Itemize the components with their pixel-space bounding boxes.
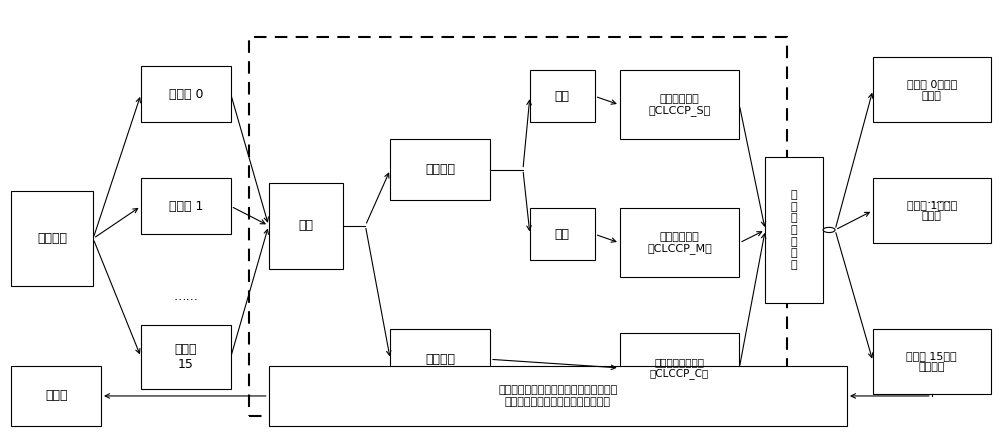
FancyBboxPatch shape xyxy=(873,178,991,243)
Circle shape xyxy=(823,227,835,233)
Text: 图像块 1: 图像块 1 xyxy=(169,200,203,213)
FancyBboxPatch shape xyxy=(390,329,490,389)
FancyBboxPatch shape xyxy=(141,66,231,122)
FancyBboxPatch shape xyxy=(530,208,595,260)
Text: 图像块 0的直方
图特征: 图像块 0的直方 图特征 xyxy=(907,79,957,101)
FancyBboxPatch shape xyxy=(873,329,991,394)
Text: 插值: 插值 xyxy=(299,219,314,232)
Text: 进行幅度编码
（CLCCP_M）: 进行幅度编码 （CLCCP_M） xyxy=(647,232,712,254)
Text: 中心像素: 中心像素 xyxy=(425,353,455,366)
FancyBboxPatch shape xyxy=(620,70,739,139)
Text: 进行符号编码
（CLCCP_S）: 进行符号编码 （CLCCP_S） xyxy=(648,94,711,116)
Text: 分类器: 分类器 xyxy=(45,389,67,402)
Text: 幅度: 幅度 xyxy=(555,228,570,241)
Text: ……: …… xyxy=(173,290,198,303)
FancyBboxPatch shape xyxy=(530,70,595,122)
Text: 原始图像: 原始图像 xyxy=(37,232,67,245)
FancyBboxPatch shape xyxy=(11,191,93,286)
Text: ……: …… xyxy=(926,193,951,206)
Text: 图像块 0: 图像块 0 xyxy=(169,88,203,101)
FancyBboxPatch shape xyxy=(141,325,231,389)
Text: 进行中心像素编码
（CLCCP_C）: 进行中心像素编码 （CLCCP_C） xyxy=(650,357,709,379)
FancyBboxPatch shape xyxy=(269,366,847,426)
Text: 局部差分: 局部差分 xyxy=(425,163,455,176)
Text: 图像块 1的直方
图特征: 图像块 1的直方 图特征 xyxy=(907,200,957,221)
Text: 图像块
15: 图像块 15 xyxy=(175,343,197,371)
FancyBboxPatch shape xyxy=(620,208,739,277)
FancyBboxPatch shape xyxy=(620,333,739,402)
Text: 直
方
图
特
征
提
取: 直 方 图 特 征 提 取 xyxy=(791,190,797,270)
FancyBboxPatch shape xyxy=(873,57,991,122)
Text: 符号: 符号 xyxy=(555,90,570,103)
FancyBboxPatch shape xyxy=(390,139,490,200)
FancyBboxPatch shape xyxy=(11,366,101,426)
Text: 连接所有图像块的直方图特征，构建原始
图像的完备局部凸凹模式直方图特征: 连接所有图像块的直方图特征，构建原始 图像的完备局部凸凹模式直方图特征 xyxy=(498,385,617,407)
FancyBboxPatch shape xyxy=(269,183,343,269)
FancyBboxPatch shape xyxy=(765,157,823,303)
Text: 图像块 15的直
方图特征: 图像块 15的直 方图特征 xyxy=(906,351,957,372)
FancyBboxPatch shape xyxy=(141,178,231,234)
